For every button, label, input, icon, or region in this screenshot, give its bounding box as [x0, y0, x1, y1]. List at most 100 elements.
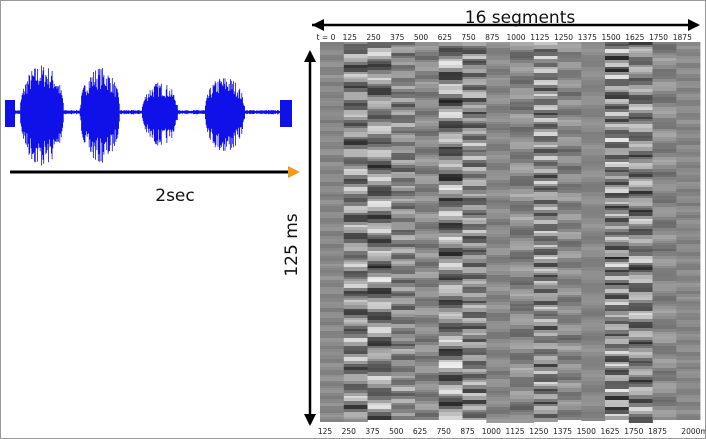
stripe — [415, 133, 440, 136]
stripe — [605, 366, 630, 368]
stripe — [510, 73, 535, 76]
stripe — [320, 304, 345, 308]
bottom-label: 1875 — [648, 427, 667, 436]
stripe — [676, 274, 701, 276]
stripe — [557, 383, 582, 386]
stripe — [510, 273, 535, 277]
stripe — [438, 153, 463, 156]
stripe — [652, 44, 677, 46]
stripe — [415, 170, 440, 174]
stripe — [367, 193, 392, 196]
stripe — [462, 404, 487, 406]
stripe — [415, 259, 440, 262]
stripe — [652, 359, 677, 363]
stripe — [605, 99, 630, 102]
stripe — [652, 196, 677, 198]
stripe — [438, 316, 463, 319]
stripe — [391, 188, 416, 191]
stripe — [367, 350, 392, 353]
stripe — [605, 204, 630, 206]
stripe — [581, 145, 606, 147]
stripe — [462, 275, 487, 279]
stripe — [415, 142, 440, 144]
stripe — [486, 371, 511, 375]
segment-labels: t = 0 125 250 375 500 625 750 875 1000 1125 1250 13… — [317, 33, 706, 436]
stripe — [391, 351, 416, 354]
stripe — [343, 417, 368, 419]
stripe — [486, 275, 511, 277]
stripe — [628, 206, 653, 208]
stripe — [533, 245, 558, 247]
stripe — [343, 141, 368, 145]
stripe — [343, 320, 368, 322]
stripe — [320, 381, 345, 383]
stripe — [581, 149, 606, 152]
stripe — [510, 285, 535, 289]
stripe — [676, 179, 701, 182]
stripe — [652, 339, 677, 343]
stripe — [320, 204, 345, 206]
stripe — [581, 99, 606, 101]
stripe — [415, 413, 440, 417]
stripe — [652, 293, 677, 296]
stripe — [343, 227, 368, 230]
stripe — [486, 42, 511, 44]
stripe — [343, 117, 368, 120]
stripe — [557, 306, 582, 310]
stripe — [391, 264, 416, 266]
stripe — [415, 324, 440, 327]
stripe — [557, 360, 582, 364]
stripe — [391, 214, 416, 218]
stripe — [581, 117, 606, 119]
stripe — [605, 396, 630, 400]
stripe — [391, 150, 416, 153]
stripe — [343, 326, 368, 329]
stripe — [533, 257, 558, 259]
stripe — [605, 185, 630, 187]
stripe — [415, 378, 440, 381]
stripe — [676, 228, 701, 231]
stripe — [676, 256, 701, 259]
stripe — [652, 288, 677, 291]
stripe — [462, 352, 487, 355]
stripe — [676, 160, 701, 162]
top-label: 1125 — [530, 33, 549, 42]
stripe — [557, 352, 582, 356]
stripe — [510, 99, 535, 102]
stripe — [391, 123, 416, 127]
stripe — [533, 42, 558, 45]
stripe — [510, 255, 535, 257]
top-label: 250 — [366, 33, 381, 42]
stripe — [533, 378, 558, 382]
stripe — [462, 134, 487, 136]
stripe — [581, 286, 606, 289]
stripe — [462, 125, 487, 128]
stripe — [652, 304, 677, 306]
stripe — [438, 349, 463, 351]
stripe — [581, 105, 606, 109]
stripe — [676, 313, 701, 317]
stripe — [510, 391, 535, 395]
stripe — [486, 302, 511, 305]
stripe — [462, 123, 487, 125]
stripe — [415, 106, 440, 108]
stripe — [343, 281, 368, 284]
stripe — [628, 212, 653, 216]
stripe — [343, 60, 368, 62]
stripe — [581, 385, 606, 388]
stripe — [320, 294, 345, 298]
stripe — [462, 333, 487, 335]
stripe — [510, 271, 535, 273]
stripe — [343, 243, 368, 247]
stripe — [510, 142, 535, 145]
stripe — [367, 282, 392, 284]
stripe — [320, 266, 345, 268]
stripe — [628, 221, 653, 224]
stripe — [676, 317, 701, 320]
stripe — [676, 203, 701, 206]
stripe — [510, 149, 535, 152]
stripe — [628, 92, 653, 95]
stripe — [510, 56, 535, 58]
stripe — [391, 298, 416, 301]
stripe — [676, 186, 701, 189]
